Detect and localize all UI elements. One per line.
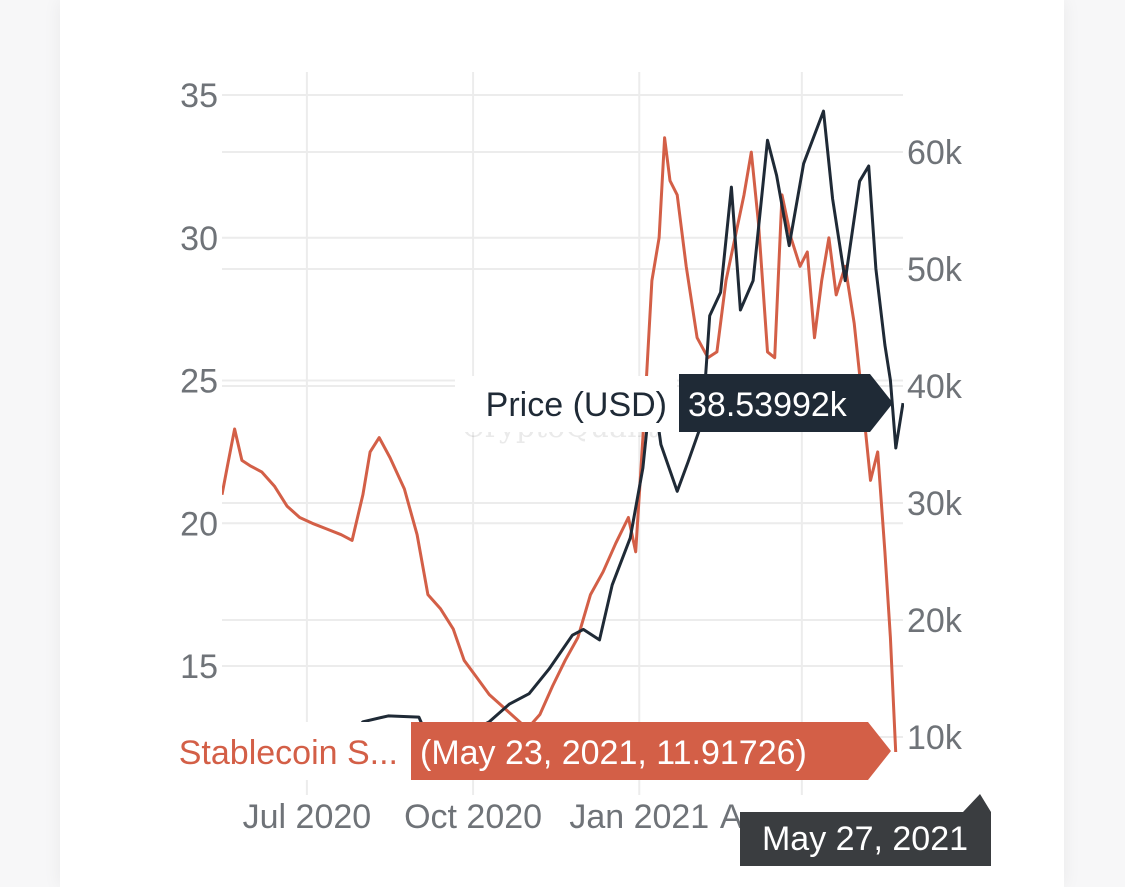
right-tick-label: 60k bbox=[907, 134, 963, 172]
right-tick-label: 30k bbox=[907, 485, 963, 523]
hover-ratio: Stablecoin S... (May 23, 2021, 11.91726) bbox=[140, 722, 891, 780]
left-tick-label: 20 bbox=[180, 505, 218, 543]
x-tick-label: Jul 2020 bbox=[243, 798, 372, 836]
right-tick-label: 10k bbox=[907, 719, 963, 757]
hover-price-value: 38.53992k bbox=[688, 386, 848, 424]
hover-ratio-value: (May 23, 2021, 11.91726) bbox=[420, 734, 807, 772]
hover-x-box bbox=[740, 794, 991, 866]
x-axis: Jul 2020 Oct 2020 Jan 2021 A bbox=[243, 798, 743, 836]
right-tick-label: 50k bbox=[907, 251, 963, 289]
hover-price-box bbox=[679, 374, 893, 432]
hover-x-value: May 27, 2021 bbox=[762, 820, 968, 858]
right-y-axis: 60k 50k 40k 30k 20k 10k bbox=[907, 134, 963, 757]
hover-ratio-box bbox=[411, 722, 891, 780]
x-tick-label: Jan 2021 bbox=[569, 798, 709, 836]
right-tick-label: 40k bbox=[907, 368, 963, 406]
left-tick-label: 15 bbox=[180, 648, 218, 686]
hover-ratio-name-bg bbox=[140, 722, 412, 780]
left-tick-label: 30 bbox=[180, 220, 218, 258]
hover-ratio-name: Stablecoin S... bbox=[179, 734, 398, 772]
x-tick-label: A bbox=[720, 798, 743, 836]
right-tick-label: 20k bbox=[907, 602, 963, 640]
hover-price: Price (USD) 38.53992k bbox=[455, 374, 893, 432]
hover-price-name: Price (USD) bbox=[486, 386, 667, 424]
left-tick-label: 35 bbox=[180, 77, 218, 115]
hover-price-name-bg bbox=[455, 376, 677, 432]
hover-x: May 27, 2021 bbox=[740, 794, 991, 866]
left-tick-label: 25 bbox=[180, 363, 218, 401]
x-tick-label: Oct 2020 bbox=[404, 798, 542, 836]
ratio-series-line bbox=[222, 136, 898, 752]
left-y-axis: 35 30 25 20 15 bbox=[180, 77, 218, 686]
